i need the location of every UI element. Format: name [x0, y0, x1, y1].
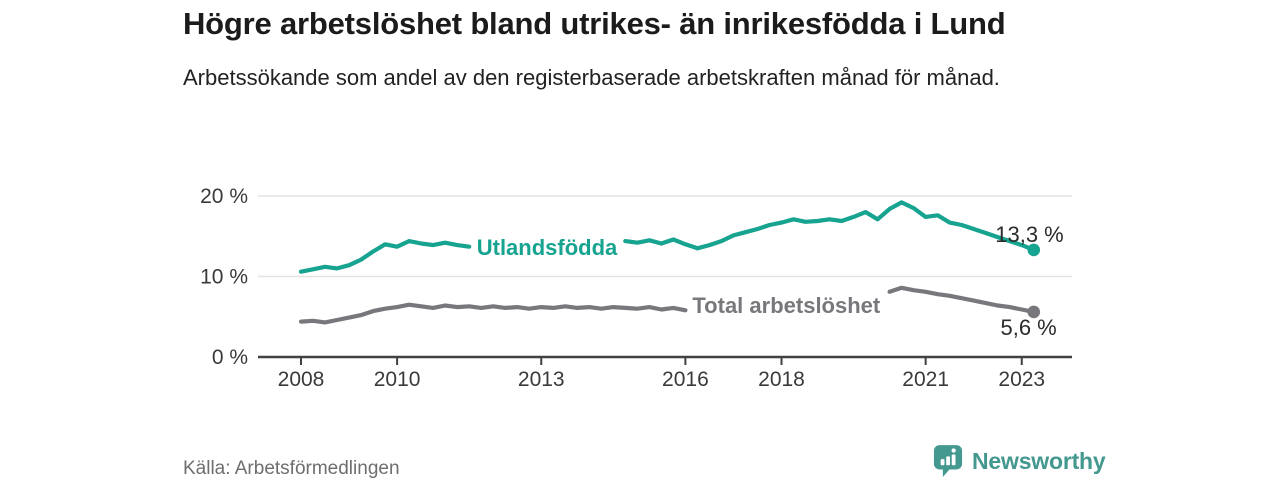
series-inline-label: Total arbetslöshet [692, 293, 881, 318]
x-tick-label: 2023 [998, 368, 1045, 391]
x-tick-label: 2010 [374, 368, 421, 391]
brand-name: Newsworthy [972, 447, 1106, 474]
y-tick-label: 20 % [200, 185, 248, 208]
chart-header: Högre arbetslöshet bland utrikes- än inr… [183, 4, 1083, 93]
series-line-utlandsfodda [623, 200, 1036, 252]
series-end-dot [1027, 305, 1041, 319]
logo-bar-2 [946, 456, 950, 466]
x-tick-label: 2008 [278, 368, 325, 391]
logo-bar-1 [940, 459, 945, 466]
logo-dot [951, 448, 956, 453]
series-line-total [887, 285, 1036, 314]
chart-title: Högre arbetslöshet bland utrikes- än inr… [183, 6, 1006, 41]
source-note: Källa: Arbetsförmedlingen [183, 458, 400, 479]
x-tick-label: 2021 [902, 368, 949, 391]
newsworthy-icon [933, 445, 963, 477]
logo-bar-3 [951, 454, 956, 466]
chart-subtitle: Arbetssökande som andel av den registerb… [183, 65, 1000, 90]
x-tick-label: 2013 [518, 368, 565, 391]
y-tick-label: 10 % [200, 266, 248, 289]
series-end-value: 13,3 % [995, 222, 1064, 247]
y-tick-label: 0 % [212, 346, 248, 369]
x-tick-label: 2018 [758, 368, 805, 391]
newsworthy-logo: Newsworthy [933, 444, 1106, 478]
series-end-value: 5,6 % [1000, 315, 1056, 340]
series-end-dot [1027, 243, 1041, 257]
series-line-total [298, 302, 688, 325]
x-tick-label: 2016 [662, 368, 709, 391]
series-inline-label: Utlandsfödda [477, 235, 618, 260]
series-line-utlandsfodda [298, 239, 472, 274]
